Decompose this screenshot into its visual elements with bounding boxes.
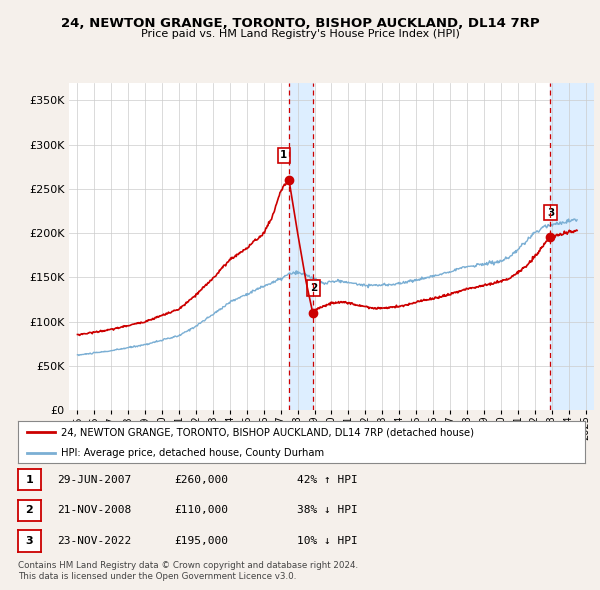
Bar — [289, 83, 313, 410]
Text: 38% ↓ HPI: 38% ↓ HPI — [297, 506, 358, 515]
Text: This data is licensed under the Open Government Licence v3.0.: This data is licensed under the Open Gov… — [18, 572, 296, 581]
Text: 3: 3 — [547, 208, 554, 218]
Text: £260,000: £260,000 — [174, 475, 228, 484]
Text: 1: 1 — [280, 150, 287, 160]
Bar — [550, 83, 594, 410]
Text: 23-NOV-2022: 23-NOV-2022 — [57, 536, 131, 546]
Text: 42% ↑ HPI: 42% ↑ HPI — [297, 475, 358, 484]
Text: 1: 1 — [26, 475, 33, 484]
Text: 3: 3 — [26, 536, 33, 546]
Text: Contains HM Land Registry data © Crown copyright and database right 2024.: Contains HM Land Registry data © Crown c… — [18, 561, 358, 570]
Text: 10% ↓ HPI: 10% ↓ HPI — [297, 536, 358, 546]
Text: 24, NEWTON GRANGE, TORONTO, BISHOP AUCKLAND, DL14 7RP (detached house): 24, NEWTON GRANGE, TORONTO, BISHOP AUCKL… — [61, 427, 473, 437]
Text: HPI: Average price, detached house, County Durham: HPI: Average price, detached house, Coun… — [61, 448, 323, 457]
Text: 2: 2 — [310, 283, 317, 293]
Text: Price paid vs. HM Land Registry's House Price Index (HPI): Price paid vs. HM Land Registry's House … — [140, 29, 460, 39]
Text: 29-JUN-2007: 29-JUN-2007 — [57, 475, 131, 484]
Text: 24, NEWTON GRANGE, TORONTO, BISHOP AUCKLAND, DL14 7RP: 24, NEWTON GRANGE, TORONTO, BISHOP AUCKL… — [61, 17, 539, 30]
Text: £110,000: £110,000 — [174, 506, 228, 515]
Text: £195,000: £195,000 — [174, 536, 228, 546]
Text: 2: 2 — [26, 506, 33, 515]
Text: 21-NOV-2008: 21-NOV-2008 — [57, 506, 131, 515]
